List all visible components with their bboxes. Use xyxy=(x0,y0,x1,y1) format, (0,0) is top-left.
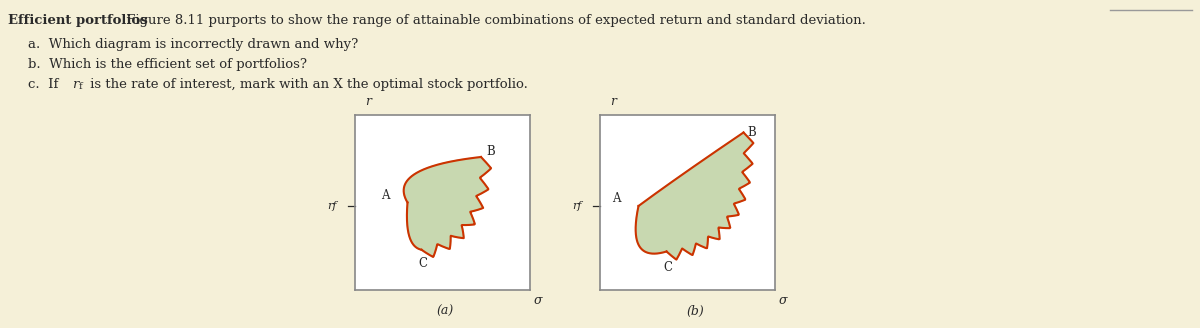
Text: r: r xyxy=(611,95,617,108)
Text: is the rate of interest, mark with an X the optimal stock portfolio.: is the rate of interest, mark with an X … xyxy=(86,78,528,91)
Text: B: B xyxy=(486,145,496,158)
Text: r: r xyxy=(366,95,372,108)
Text: b.  Which is the efficient set of portfolios?: b. Which is the efficient set of portfol… xyxy=(28,58,307,71)
Text: A: A xyxy=(382,189,390,202)
Text: c.  If: c. If xyxy=(28,78,62,91)
Text: Efficient portfolios: Efficient portfolios xyxy=(8,14,148,27)
Text: f: f xyxy=(79,82,83,91)
Text: rf: rf xyxy=(572,201,582,211)
Text: C: C xyxy=(662,261,672,274)
Text: B: B xyxy=(746,126,756,139)
Polygon shape xyxy=(403,157,491,257)
Text: rf: rf xyxy=(326,201,336,211)
Polygon shape xyxy=(636,133,754,259)
Text: r: r xyxy=(72,78,78,91)
Text: Figure 8.11 purports to show the range of attainable combinations of expected re: Figure 8.11 purports to show the range o… xyxy=(122,14,866,27)
Text: a.  Which diagram is incorrectly drawn and why?: a. Which diagram is incorrectly drawn an… xyxy=(28,38,359,51)
Text: (a): (a) xyxy=(437,305,454,318)
Text: A: A xyxy=(612,193,620,206)
Text: σ: σ xyxy=(779,294,787,306)
Text: (b): (b) xyxy=(686,305,704,318)
Text: σ: σ xyxy=(534,294,542,306)
Text: C: C xyxy=(418,257,427,270)
